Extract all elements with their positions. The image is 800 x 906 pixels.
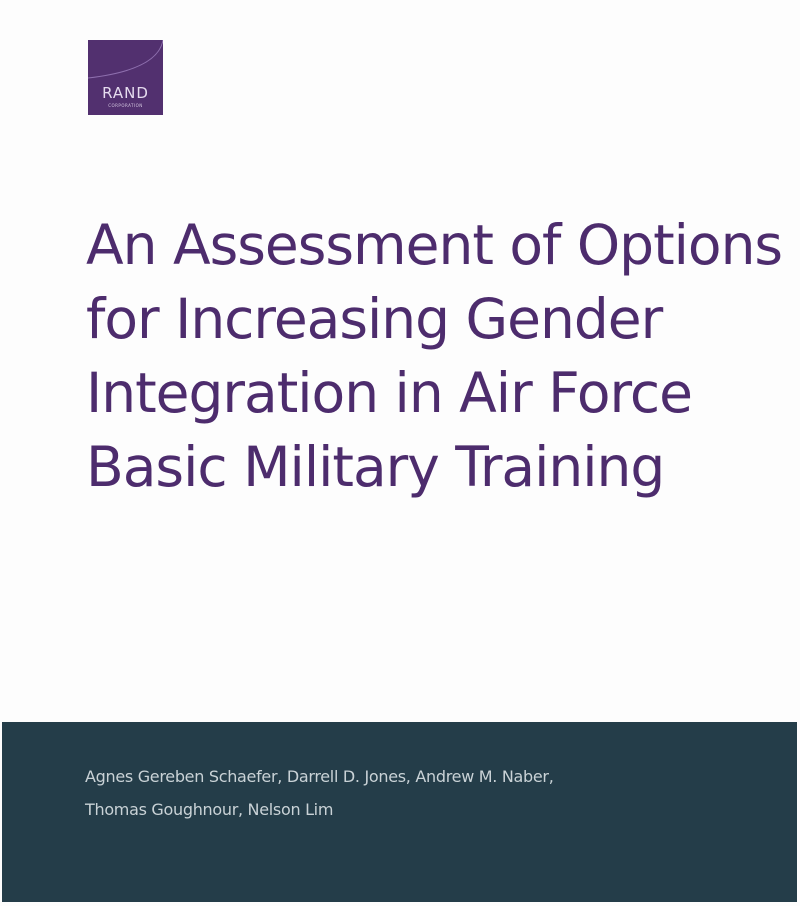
- authors-line: Thomas Goughnour, Nelson Lim: [85, 800, 334, 819]
- title-line: for Increasing Gender: [86, 287, 663, 351]
- authors: Agnes Gereben Schaefer, Darrell D. Jones…: [85, 760, 554, 826]
- authors-line: Agnes Gereben Schaefer, Darrell D. Jones…: [85, 767, 554, 786]
- logo-arc-icon: [88, 40, 163, 79]
- book-title: An Assessment of Options for Increasing …: [86, 208, 786, 504]
- rand-logo: RAND CORPORATION: [88, 40, 163, 115]
- logo-subtitle: CORPORATION: [108, 103, 143, 108]
- title-line: An Assessment of Options: [86, 213, 783, 277]
- title-line: Basic Military Training: [86, 435, 665, 499]
- logo-name: RAND: [102, 84, 149, 102]
- title-line: Integration in Air Force: [86, 361, 693, 425]
- author-band: Agnes Gereben Schaefer, Darrell D. Jones…: [2, 722, 797, 902]
